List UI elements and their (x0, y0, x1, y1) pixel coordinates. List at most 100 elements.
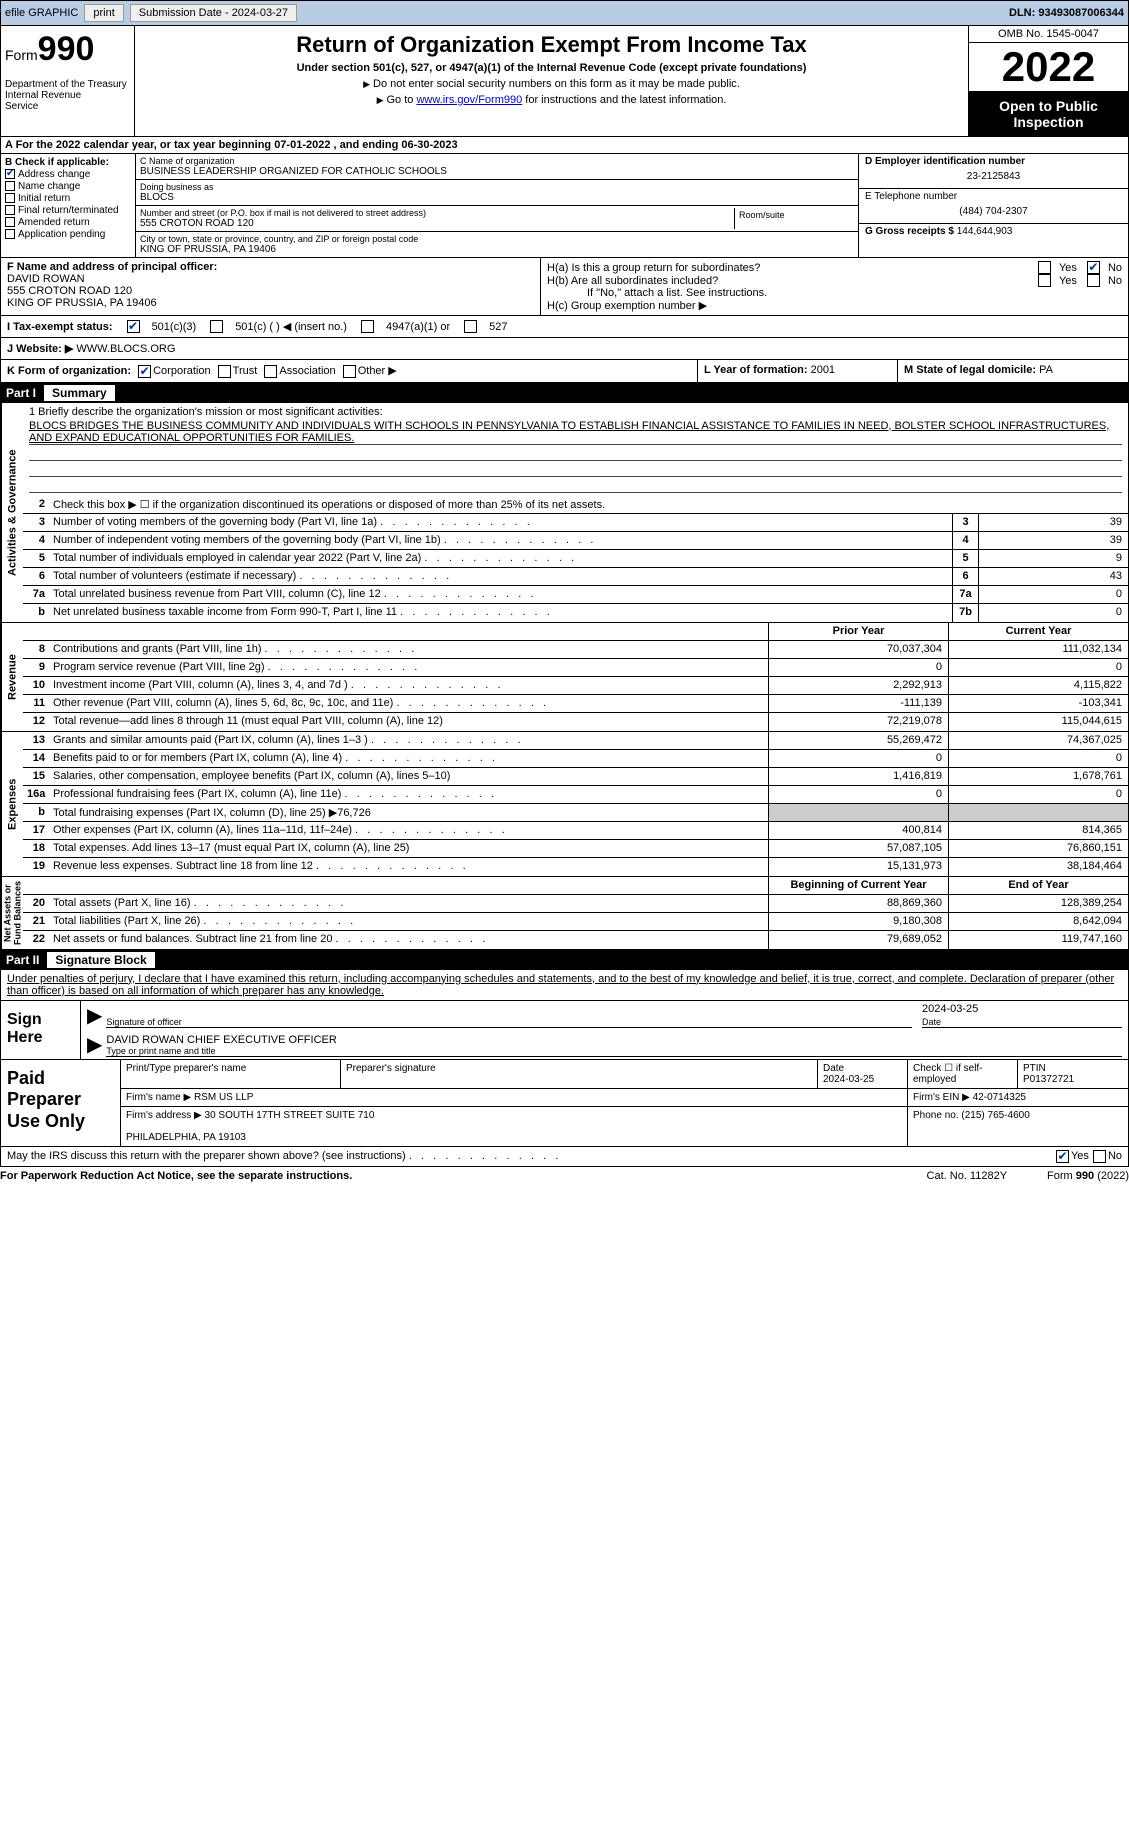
chk-corporation[interactable] (138, 365, 151, 378)
part1-num: Part I (6, 386, 36, 400)
foot-left: For Paperwork Reduction Act Notice, see … (0, 1170, 352, 1182)
dept-treasury: Department of the Treasury Internal Reve… (5, 79, 130, 112)
officer-name: DAVID ROWAN (7, 273, 534, 285)
chk-501c[interactable] (210, 320, 223, 333)
may-no-checkbox[interactable] (1093, 1150, 1106, 1163)
phone-label: E Telephone number (865, 191, 1122, 202)
room-suite: Room/suite (734, 208, 854, 229)
ag-sidelabel: Activities & Governance (1, 403, 23, 622)
line-text: Check this box ▶ ☐ if the organization d… (49, 496, 1128, 513)
instr-goto-b: for instructions and the latest informat… (522, 94, 726, 106)
chk-4947[interactable] (361, 320, 374, 333)
org-name-cell: C Name of organization BUSINESS LEADERSH… (135, 154, 858, 180)
line-17: 17Other expenses (Part IX, column (A), l… (23, 822, 1128, 840)
line-9: 9Program service revenue (Part VIII, lin… (23, 659, 1128, 677)
officer-label: F Name and address of principal officer: (7, 261, 534, 273)
sig-name-value: DAVID ROWAN CHIEF EXECUTIVE OFFICER (106, 1034, 1122, 1046)
line-6: 6Total number of volunteers (estimate if… (23, 568, 1128, 586)
irs-link[interactable]: www.irs.gov/Form990 (416, 94, 522, 106)
sign-here-row: Sign Here ▶ Signature of officer 2024-03… (1, 1000, 1128, 1059)
exp-section: Expenses 13Grants and similar amounts pa… (0, 732, 1129, 877)
chk-name-change[interactable]: Name change (5, 181, 131, 192)
ha-no-checkbox[interactable] (1087, 261, 1100, 274)
chk-application-pending[interactable]: Application pending (5, 229, 131, 240)
opt-other: Other ▶ (358, 365, 397, 377)
hb-yes-checkbox[interactable] (1038, 274, 1051, 287)
ha-line: H(a) Is this a group return for subordin… (547, 261, 1122, 274)
arrow-icon: ▶ (87, 1003, 102, 1028)
submission-date-button[interactable]: Submission Date - 2024-03-27 (130, 4, 297, 22)
chk-final-return[interactable]: Final return/terminated (5, 205, 131, 216)
efile-label: efile GRAPHIC (5, 7, 78, 19)
prep-date-cell: Date2024-03-25 (818, 1060, 908, 1088)
hb-note: If "No," attach a list. See instructions… (547, 287, 1122, 299)
ein-value: 23-2125843 (865, 167, 1122, 186)
part2-bar: Part II Signature Block (0, 950, 1129, 970)
na-body: Beginning of Current YearEnd of Year 20T… (23, 877, 1128, 949)
chk-other[interactable] (343, 365, 356, 378)
website-row: J Website: ▶ WWW.BLOCS.ORG (0, 338, 1129, 360)
klm-row: K Form of organization: Corporation Trus… (0, 360, 1129, 383)
print-button[interactable]: print (84, 4, 123, 22)
chk-address-change[interactable]: Address change (5, 169, 131, 180)
footer: For Paperwork Reduction Act Notice, see … (0, 1167, 1129, 1185)
instr-goto-a: Go to (377, 94, 417, 106)
sig-date-label: Date (922, 1017, 941, 1027)
chk-initial-return[interactable]: Initial return (5, 193, 131, 204)
hb-no-checkbox[interactable] (1087, 274, 1100, 287)
opt-4947: 4947(a)(1) or (386, 321, 450, 333)
part2-title: Signature Block (47, 952, 154, 968)
header-mid: Return of Organization Exempt From Incom… (135, 26, 968, 136)
preparer-block: Paid Preparer Use Only Print/Type prepar… (1, 1059, 1128, 1146)
may-yes-checkbox[interactable] (1056, 1150, 1069, 1163)
na-sidelabel: Net Assets or Fund Balances (1, 877, 23, 949)
rev-body: Prior YearCurrent Year 8Contributions an… (23, 623, 1128, 731)
dba-value: BLOCS (140, 192, 854, 203)
form-num: 990 (38, 30, 95, 68)
exp-sidelabel: Expenses (1, 732, 23, 876)
foot-mid: Cat. No. 11282Y (927, 1170, 1008, 1182)
h-section: H(a) Is this a group return for subordin… (541, 258, 1128, 315)
part2-num: Part II (6, 953, 39, 967)
chk-501c3[interactable] (127, 320, 140, 333)
line-3: 3Number of voting members of the governi… (23, 514, 1128, 532)
chk-527[interactable] (464, 320, 477, 333)
chk-amended-return[interactable]: Amended return (5, 217, 131, 228)
line-22: 22Net assets or fund balances. Subtract … (23, 931, 1128, 949)
rev-sidelabel: Revenue (1, 623, 23, 731)
sig-date: 2024-03-25 Date (922, 1003, 1122, 1028)
prior-year-hdr: Prior Year (768, 623, 948, 640)
chk-trust[interactable] (218, 365, 231, 378)
gross-value: 144,644,903 (957, 226, 1013, 237)
street-value: 555 CROTON ROAD 120 (140, 218, 734, 229)
m-label: M State of legal domicile: (904, 364, 1036, 376)
checkbox-icon (5, 229, 15, 239)
tax-year: 2022 (969, 43, 1128, 92)
prep-firm-row: Firm's name ▶ RSM US LLP Firm's EIN ▶ 42… (121, 1089, 1128, 1107)
m-cell: M State of legal domicile: PA (898, 360, 1128, 382)
l-value: 2001 (811, 364, 835, 376)
na-section: Net Assets or Fund Balances Beginning of… (0, 877, 1129, 950)
opt-assoc: Association (279, 365, 335, 377)
j-label: J Website: ▶ (7, 343, 73, 355)
checkbox-icon (5, 193, 15, 203)
prep-ptin-cell: PTINP01372721 (1018, 1060, 1128, 1088)
city-label: City or town, state or province, country… (140, 234, 854, 244)
dba-cell: Doing business as BLOCS (135, 180, 858, 206)
chk-association[interactable] (264, 365, 277, 378)
form-word: Form (5, 47, 38, 63)
sign-here-label: Sign Here (1, 1001, 81, 1059)
opt-527: 527 (489, 321, 507, 333)
ha-yes-checkbox[interactable] (1038, 261, 1051, 274)
ein-cell: D Employer identification number 23-2125… (859, 154, 1128, 189)
arrow-icon: ▶ (87, 1032, 102, 1057)
tax-exempt-row: I Tax-exempt status: 501(c)(3) 501(c) ( … (0, 316, 1129, 338)
checkbox-icon (5, 169, 15, 179)
line-10: 10Investment income (Part VIII, column (… (23, 677, 1128, 695)
line-7a: 7aTotal unrelated business revenue from … (23, 586, 1128, 604)
line-16b: bTotal fundraising expenses (Part IX, co… (23, 804, 1128, 822)
m-value: PA (1039, 364, 1053, 376)
sig-date-value: 2024-03-25 (922, 1003, 978, 1015)
org-name-label: C Name of organization (140, 156, 854, 166)
prep-addr-row: Firm's address ▶ 30 SOUTH 17TH STREET SU… (121, 1107, 1128, 1146)
